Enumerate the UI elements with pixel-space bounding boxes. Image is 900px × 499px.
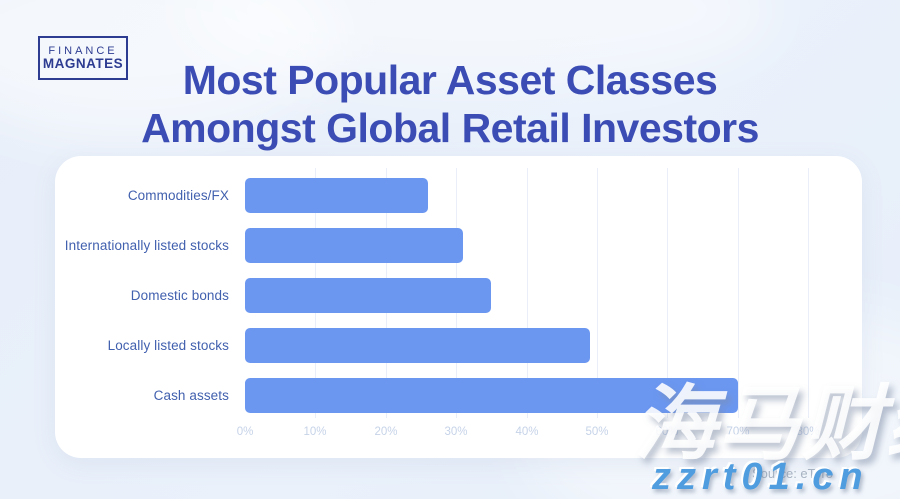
- source-attribution: Source: eToro: [752, 466, 833, 481]
- x-tick-label: 40%: [515, 426, 539, 438]
- x-tick-label: 30%: [444, 426, 468, 438]
- x-tick-label: 60%: [655, 426, 679, 438]
- chart-row: Commodities/FX: [55, 170, 862, 220]
- x-tick-label: 80%: [796, 426, 820, 438]
- logo-text-finance: FINANCE: [48, 44, 118, 57]
- logo-text-magnates: MAGNATES: [42, 55, 124, 71]
- x-tick-label: 10%: [303, 426, 327, 438]
- category-label: Cash assets: [153, 387, 229, 403]
- page-title-line1: Most Popular Asset Classes: [182, 57, 718, 103]
- page-title: Most Popular Asset Classes Amongst Globa…: [0, 57, 900, 153]
- gridline: [738, 168, 739, 418]
- watermark-chinese-brand: 海马财经: [634, 379, 900, 470]
- chart-row: Internationally listed stocks: [55, 220, 862, 270]
- finance-magnates-logo: FINANCE MAGNATES: [38, 36, 128, 80]
- bar-cash-assets: [245, 377, 738, 413]
- gridline: [808, 168, 809, 418]
- chart-row: Domestic bonds: [55, 270, 862, 320]
- bar-internationally-listed-stocks: [245, 227, 463, 263]
- category-label: Locally listed stocks: [107, 337, 229, 353]
- x-tick-label: 50%: [585, 426, 609, 438]
- bar-locally-listed-stocks: [245, 327, 590, 363]
- watermark-website-url: zzrt01.cn: [652, 456, 869, 498]
- page-title-line2: Amongst Global Retail Investors: [141, 104, 759, 151]
- category-label: Domestic bonds: [130, 287, 229, 303]
- bar-chart: Commodities/FX Internationally listed st…: [55, 170, 862, 420]
- gridline: [527, 168, 528, 418]
- chart-card: Commodities/FX Internationally listed st…: [55, 156, 862, 458]
- x-axis: 0% 10% 20% 30% 40% 50% 60% 70% 80%: [237, 426, 845, 446]
- gridline: [597, 168, 598, 418]
- x-tick-label: 0%: [236, 426, 254, 438]
- chart-row: Locally listed stocks: [55, 320, 862, 370]
- bar-domestic-bonds: [245, 277, 491, 313]
- gridline: [667, 168, 668, 418]
- bar-commodities-fx: [245, 177, 428, 213]
- chart-row: Cash assets: [55, 370, 862, 420]
- category-label: Internationally listed stocks: [64, 237, 229, 253]
- category-label: Commodities/FX: [127, 187, 229, 203]
- x-tick-label: 70%: [726, 426, 750, 438]
- x-tick-label: 20%: [374, 426, 398, 438]
